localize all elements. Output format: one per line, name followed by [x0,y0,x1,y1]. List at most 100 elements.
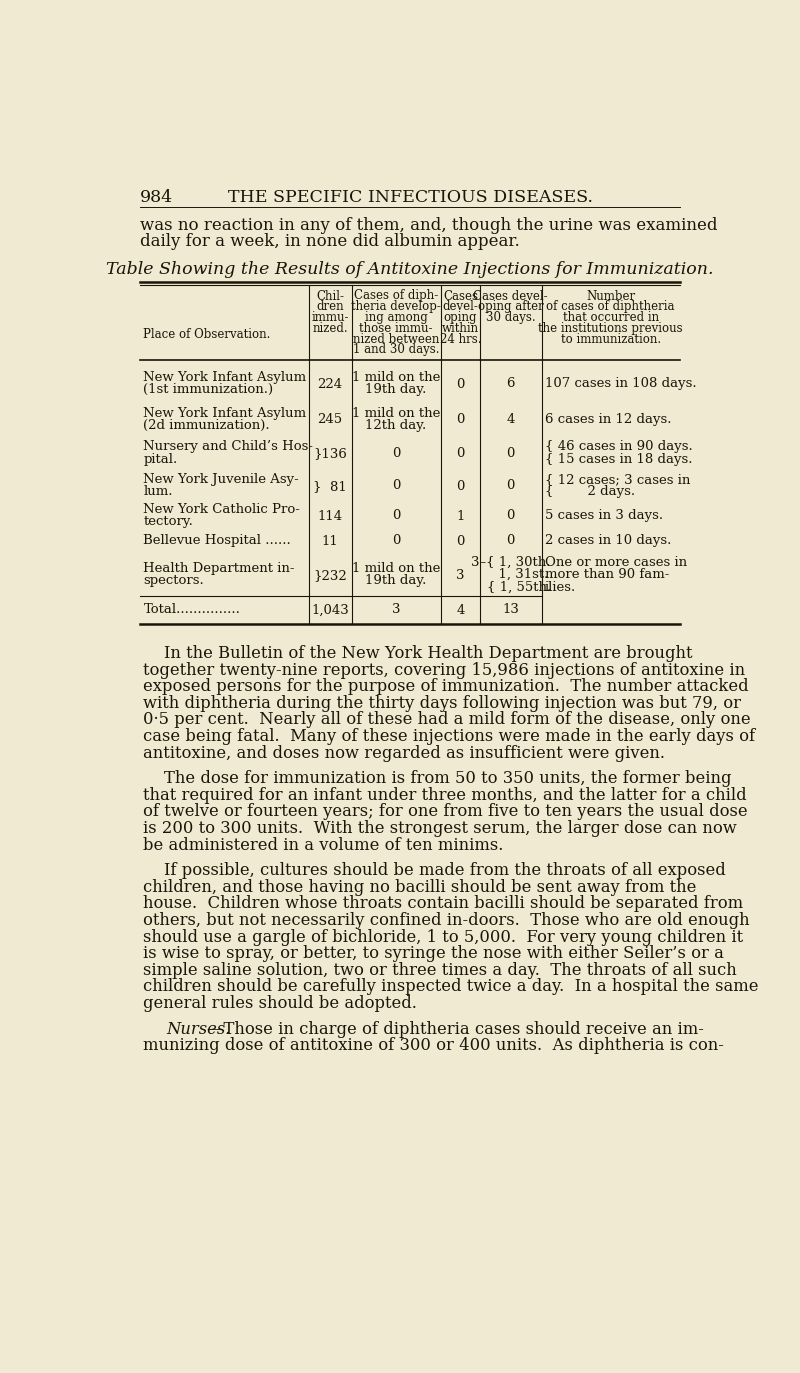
Text: munizing dose of antitoxine of 300 or 400 units.  As diphtheria is con-: munizing dose of antitoxine of 300 or 40… [143,1037,724,1054]
Text: 1 mild on the: 1 mild on the [352,371,440,384]
Text: that required for an infant under three months, and the latter for a child: that required for an infant under three … [143,787,747,805]
Text: 0: 0 [392,509,400,522]
Text: 0: 0 [456,535,465,548]
Text: }136: }136 [314,448,347,460]
Text: dren: dren [316,301,344,313]
Text: 245: 245 [318,413,342,427]
Text: { 1, 55th.: { 1, 55th. [470,581,551,593]
Text: that occurred in: that occurred in [562,312,658,324]
Text: Chil-: Chil- [316,290,344,302]
Text: oping after: oping after [478,301,544,313]
Text: 0: 0 [392,534,400,548]
Text: 6: 6 [506,378,515,390]
Text: 0: 0 [456,479,465,493]
Text: 5 cases in 3 days.: 5 cases in 3 days. [545,509,663,522]
Text: lum.: lum. [143,485,173,498]
Text: 4: 4 [506,413,515,426]
Text: be administered in a volume of ten minims.: be administered in a volume of ten minim… [143,836,504,854]
Text: was no reaction in any of them, and, though the urine was examined: was no reaction in any of them, and, tho… [140,217,718,235]
Text: —Those in charge of diphtheria cases should receive an im-: —Those in charge of diphtheria cases sho… [207,1020,704,1038]
Text: 1 mild on the: 1 mild on the [352,406,440,420]
Text: THE SPECIFIC INFECTIOUS DISEASES.: THE SPECIFIC INFECTIOUS DISEASES. [227,189,593,206]
Text: daily for a week, in none did albumin appear.: daily for a week, in none did albumin ap… [140,233,520,250]
Text: New York Catholic Pro-: New York Catholic Pro- [143,503,300,516]
Text: theria develop-: theria develop- [351,301,441,313]
Text: { 12 cases; 3 cases in: { 12 cases; 3 cases in [545,472,690,486]
Text: 0: 0 [456,448,465,460]
Text: Bellevue Hospital ......: Bellevue Hospital ...... [143,534,291,548]
Text: immu-: immu- [311,312,349,324]
Text: (1st immunization.): (1st immunization.) [143,383,274,397]
Text: The dose for immunization is from 50 to 350 units, the former being: The dose for immunization is from 50 to … [143,770,732,787]
Text: 24 hrs.: 24 hrs. [440,332,481,346]
Text: Place of Observation.: Place of Observation. [143,328,270,341]
Text: 11: 11 [322,535,338,548]
Text: general rules should be adopted.: general rules should be adopted. [143,995,418,1012]
Text: 0: 0 [506,534,515,548]
Text: 0: 0 [506,446,515,460]
Text: 3: 3 [456,568,465,582]
Text: case being fatal.  Many of these injections were made in the early days of: case being fatal. Many of these injectio… [143,728,755,746]
Text: others, but not necessarily confined in-doors.  Those who are old enough: others, but not necessarily confined in-… [143,912,750,930]
Text: }232: }232 [314,568,347,582]
Text: 3–{ 1, 30th.: 3–{ 1, 30th. [471,556,550,568]
Text: 1 and 30 days.: 1 and 30 days. [353,343,439,357]
Text: ing among: ing among [365,312,427,324]
Text: those immu-: those immu- [359,321,433,335]
Text: { 46 cases in 90 days.: { 46 cases in 90 days. [545,441,693,453]
Text: 107 cases in 108 days.: 107 cases in 108 days. [545,378,697,390]
Text: Cases of diph-: Cases of diph- [354,290,438,302]
Text: 0·5 per cent.  Nearly all of these had a mild form of the disease, only one: 0·5 per cent. Nearly all of these had a … [143,711,751,729]
Text: with diphtheria during the thirty days following injection was but 79, or: with diphtheria during the thirty days f… [143,695,742,713]
Text: more than 90 fam-: more than 90 fam- [545,568,670,581]
Text: New York Infant Asylum: New York Infant Asylum [143,406,306,420]
Text: 4: 4 [456,604,465,616]
Text: 1, 31st.: 1, 31st. [473,568,549,581]
Text: Cases devel-: Cases devel- [474,290,548,302]
Text: Nurses.: Nurses. [166,1020,231,1038]
Text: Nursery and Child’s Hos-: Nursery and Child’s Hos- [143,441,314,453]
Text: simple saline solution, two or three times a day.  The throats of all such: simple saline solution, two or three tim… [143,961,737,979]
Text: { 15 cases in 18 days.: { 15 cases in 18 days. [545,453,692,465]
Text: 0: 0 [506,509,515,522]
Text: is wise to spray, or better, to syringe the nose with either Seiler’s or a: is wise to spray, or better, to syringe … [143,945,724,962]
Text: to immunization.: to immunization. [561,332,661,346]
Text: 0: 0 [392,479,400,492]
Text: 13: 13 [502,603,519,616]
Text: 19th day.: 19th day. [366,574,426,588]
Text: children, and those having no bacilli should be sent away from the: children, and those having no bacilli sh… [143,879,697,897]
Text: within: within [442,321,479,335]
Text: New York Juvenile Asy-: New York Juvenile Asy- [143,472,299,486]
Text: {        2 days.: { 2 days. [545,485,635,498]
Text: 2 cases in 10 days.: 2 cases in 10 days. [545,534,671,548]
Text: devel-: devel- [442,301,478,313]
Text: tectory.: tectory. [143,515,194,529]
Text: 12th day.: 12th day. [366,419,426,432]
Text: 0: 0 [392,446,400,460]
Text: }  81: } 81 [314,479,347,493]
Text: children should be carefully inspected twice a day.  In a hospital the same: children should be carefully inspected t… [143,979,759,995]
Text: 3: 3 [392,603,400,616]
Text: house.  Children whose throats contain bacilli should be separated from: house. Children whose throats contain ba… [143,895,743,913]
Text: 0: 0 [456,413,465,427]
Text: antitoxine, and doses now regarded as insufficient were given.: antitoxine, and doses now regarded as in… [143,744,666,762]
Text: Table Showing the Results of Antitoxine Injections for Immunization.: Table Showing the Results of Antitoxine … [106,261,714,277]
Text: One or more cases in: One or more cases in [545,556,687,568]
Text: 19th day.: 19th day. [366,383,426,397]
Text: In the Bulletin of the New York Health Department are brought: In the Bulletin of the New York Health D… [143,645,693,662]
Text: spectors.: spectors. [143,574,204,588]
Text: 0: 0 [506,479,515,492]
Text: 984: 984 [140,189,174,206]
Text: (2d immunization).: (2d immunization). [143,419,270,432]
Text: 6 cases in 12 days.: 6 cases in 12 days. [545,413,671,426]
Text: of twelve or fourteen years; for one from five to ten years the usual dose: of twelve or fourteen years; for one fro… [143,803,748,821]
Text: exposed persons for the purpose of immunization.  The number attacked: exposed persons for the purpose of immun… [143,678,749,695]
Text: together twenty-nine reports, covering 15,986 injections of antitoxine in: together twenty-nine reports, covering 1… [143,662,746,678]
Text: oping: oping [444,312,477,324]
Text: nized between: nized between [353,332,439,346]
Text: should use a gargle of bichloride, 1 to 5,000.  For very young children it: should use a gargle of bichloride, 1 to … [143,928,743,946]
Text: of cases of diphtheria: of cases of diphtheria [546,301,675,313]
Text: ilies.: ilies. [545,581,576,593]
Text: If possible, cultures should be made from the throats of all exposed: If possible, cultures should be made fro… [143,862,726,879]
Text: pital.: pital. [143,453,178,465]
